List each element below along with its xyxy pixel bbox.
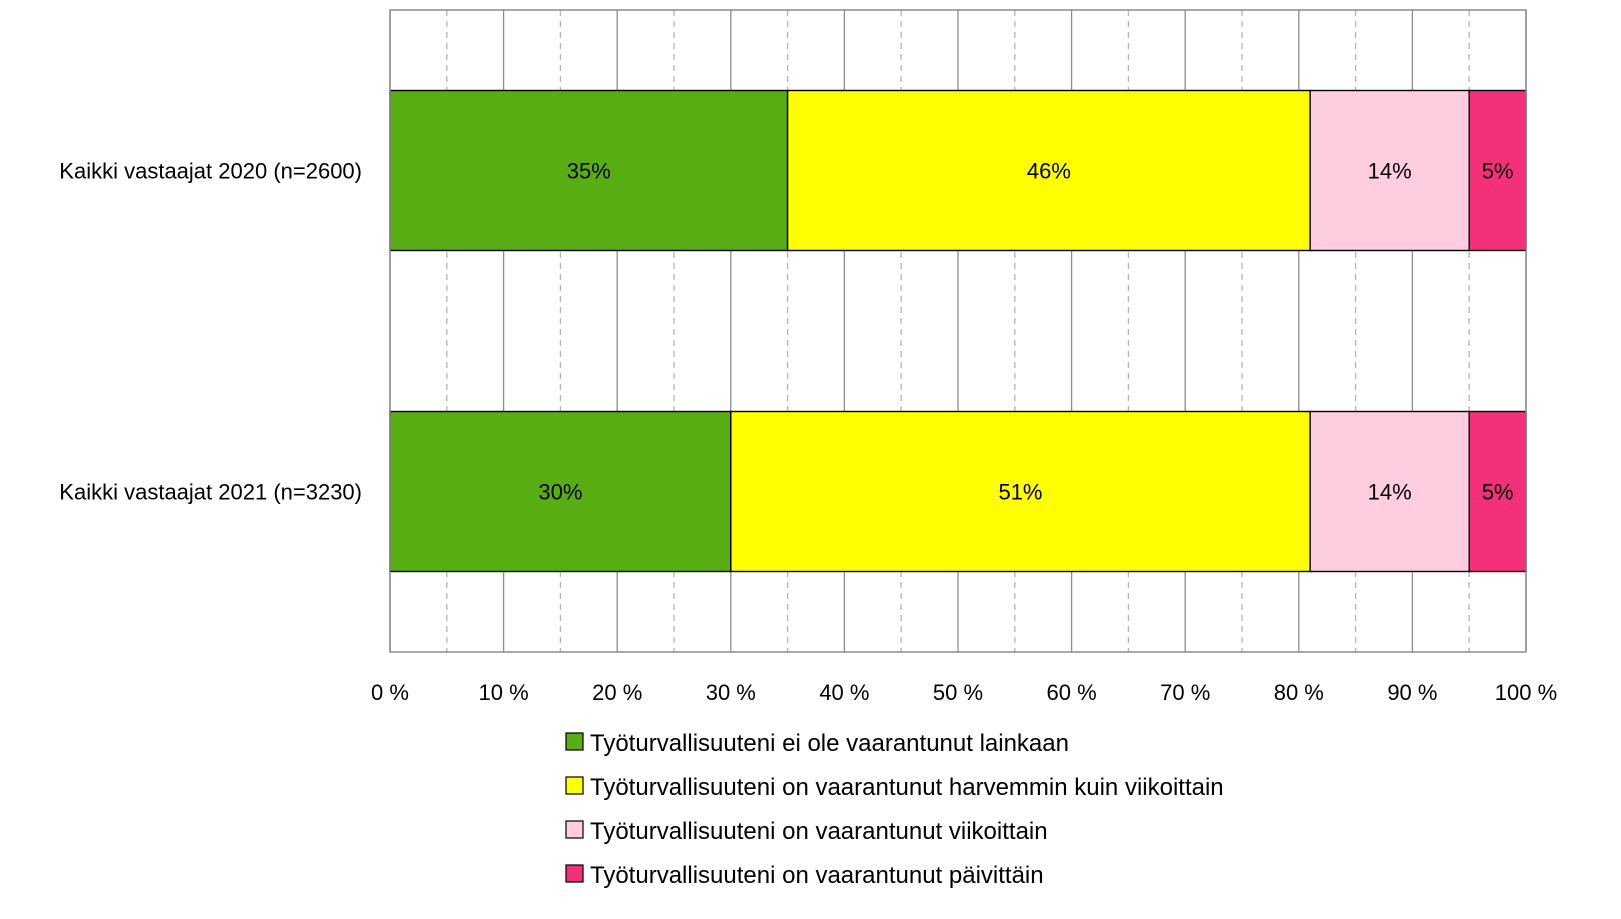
data-label: 5% <box>1482 159 1514 184</box>
x-tick-label: 0 % <box>371 680 409 705</box>
category-label: Kaikki vastaajat 2020 (n=2600) <box>59 159 362 184</box>
data-label: 46% <box>1027 159 1071 184</box>
data-label: 14% <box>1368 159 1412 184</box>
x-tick-label: 30 % <box>706 680 756 705</box>
x-tick-label: 100 % <box>1495 680 1557 705</box>
bar-segment <box>730 410 1311 573</box>
plot-frame <box>389 9 1527 653</box>
data-label: 14% <box>1368 480 1412 505</box>
x-tick-label: 20 % <box>592 680 642 705</box>
x-tick-label: 40 % <box>819 680 869 705</box>
legend-swatch <box>565 776 584 795</box>
category-label: Kaikki vastaajat 2021 (n=3230) <box>59 480 362 505</box>
x-tick-label: 70 % <box>1160 680 1210 705</box>
category-labels: Kaikki vastaajat 2020 (n=2600) Kaikki vas… <box>59 159 362 505</box>
bar-segment <box>1309 89 1470 252</box>
bars: 35% 46% 14% 5% 30% 51% 14% 5% <box>389 89 1527 573</box>
legend-label: Työturvallisuuteni on vaarantunut harvem… <box>590 774 1224 801</box>
plot-area-border <box>389 9 1527 653</box>
bar-segment <box>1468 410 1527 573</box>
data-label: 30% <box>538 480 582 505</box>
legend-swatch <box>565 820 584 839</box>
x-tick-label: 50 % <box>933 680 983 705</box>
legend-swatch <box>565 732 584 751</box>
data-label: 5% <box>1482 480 1514 505</box>
x-tick-label: 60 % <box>1047 680 1097 705</box>
data-label: 35% <box>567 159 611 184</box>
bar-segment <box>786 89 1311 252</box>
legend-label: Työturvallisuuteni on vaarantunut viikoi… <box>590 818 1048 845</box>
legend-label: Työturvallisuuteni ei ole vaarantunut la… <box>590 730 1069 757</box>
legend-label: Työturvallisuuteni on vaarantunut päivit… <box>590 862 1044 889</box>
x-tick-label: 10 % <box>479 680 529 705</box>
legend: Työturvallisuuteni ei ole vaarantunut la… <box>565 730 1224 889</box>
x-tick-label: 90 % <box>1387 680 1437 705</box>
data-label: 51% <box>998 480 1042 505</box>
x-tick-label: 80 % <box>1274 680 1324 705</box>
legend-swatch <box>565 864 584 883</box>
bar-segment <box>1468 89 1527 252</box>
x-axis-ticks: 0 % 10 % 20 % 30 % 40 % 50 % 60 % 70 % 80 % 90 % 1… <box>371 680 1557 705</box>
bar-segment <box>1309 410 1470 573</box>
